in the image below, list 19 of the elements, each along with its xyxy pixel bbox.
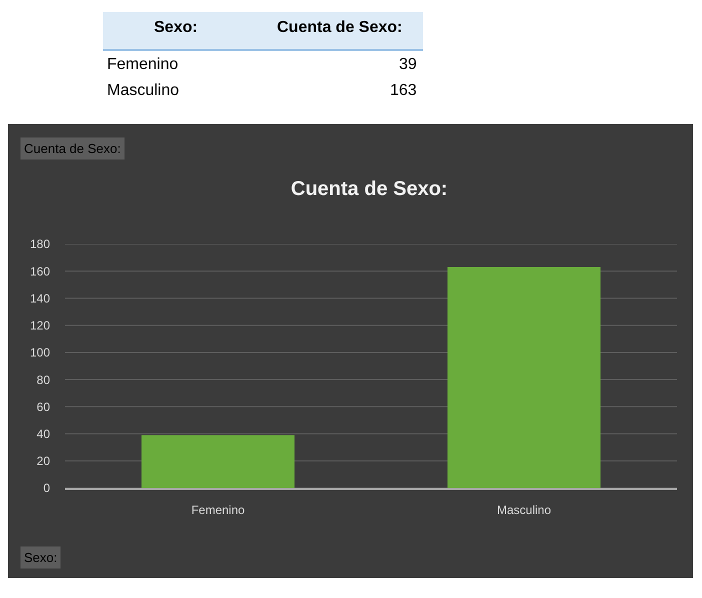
text: 163 [390,82,417,99]
y-tick-label: 160 [30,264,50,278]
text: Femenino [107,56,178,73]
chart-title: Cuenta de Sexo: [290,178,448,200]
y-tick-label: 60 [36,400,50,414]
y-tick-label: 140 [30,291,50,306]
y-tick-label: 0 [43,481,50,496]
x-axis-title: Sexo: [24,550,58,565]
y-tick-label: 120 [30,318,50,333]
text: 39 [399,56,417,73]
y-tick-label: 180 [30,237,50,252]
text: Sexo: [154,19,198,36]
text: Cuenta de Sexo: [277,19,402,36]
y-tick-label: 100 [30,346,50,360]
y-tick-label: 80 [36,372,50,387]
text: Cuenta de Sexo: [24,141,121,156]
y-tick-label: 40 [36,426,50,441]
text: Masculino [107,82,180,99]
y-tick-label: 20 [36,454,50,468]
